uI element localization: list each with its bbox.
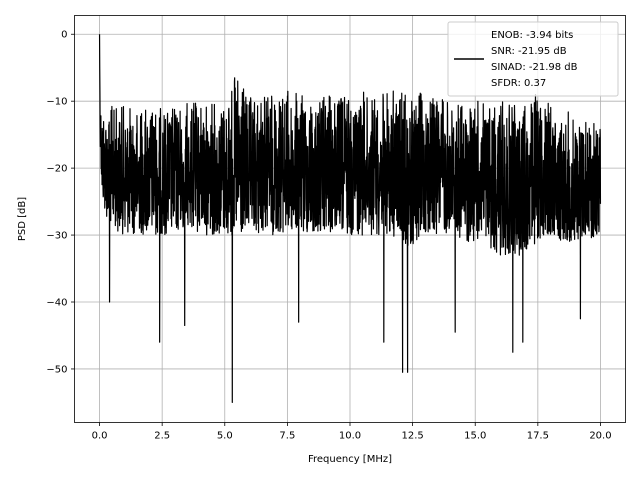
y-axis-ticks: 0 −10 −20 −30 −40 −50 [46, 30, 75, 375]
y-tick-label: −40 [46, 298, 67, 309]
y-tick-label: −10 [46, 97, 67, 108]
x-tick-label: 15.0 [464, 431, 486, 442]
legend-box [447, 21, 619, 97]
x-tick-label: 17.5 [527, 431, 549, 442]
legend-entry-sfdr: SFDR: 0.37 [491, 78, 546, 89]
x-tick-label: 5.0 [217, 431, 233, 442]
y-axis-label: PSD [dB] [17, 197, 28, 241]
series-layer [98, 34, 602, 404]
x-axis-label: Frequency [MHz] [308, 454, 392, 465]
x-tick-label: 12.5 [401, 431, 423, 442]
x-tick-label: 10.0 [339, 431, 361, 442]
y-tick-label: 0 [61, 30, 67, 41]
y-tick-label: −30 [46, 231, 67, 242]
x-tick-label: 7.5 [279, 431, 295, 442]
legend-entry-sinad: SINAD: -21.98 dB [491, 62, 578, 73]
y-tick-label: −20 [46, 164, 67, 175]
x-tick-label: 0.0 [92, 431, 108, 442]
legend-entry-enob: ENOB: -3.94 bits [491, 30, 573, 41]
y-tick-label: −50 [46, 364, 67, 375]
x-axis-ticks: 0.0 2.5 5.0 7.5 10.0 12.5 15.0 17.5 20.0 [92, 422, 612, 442]
legend: ENOB: -3.94 bits SNR: -21.95 dB SINAD: -… [447, 21, 619, 97]
psd-series-line [98, 34, 602, 404]
legend-entry-snr: SNR: -21.95 dB [491, 46, 567, 57]
x-tick-label: 2.5 [154, 431, 170, 442]
x-tick-label: 20.0 [589, 431, 611, 442]
